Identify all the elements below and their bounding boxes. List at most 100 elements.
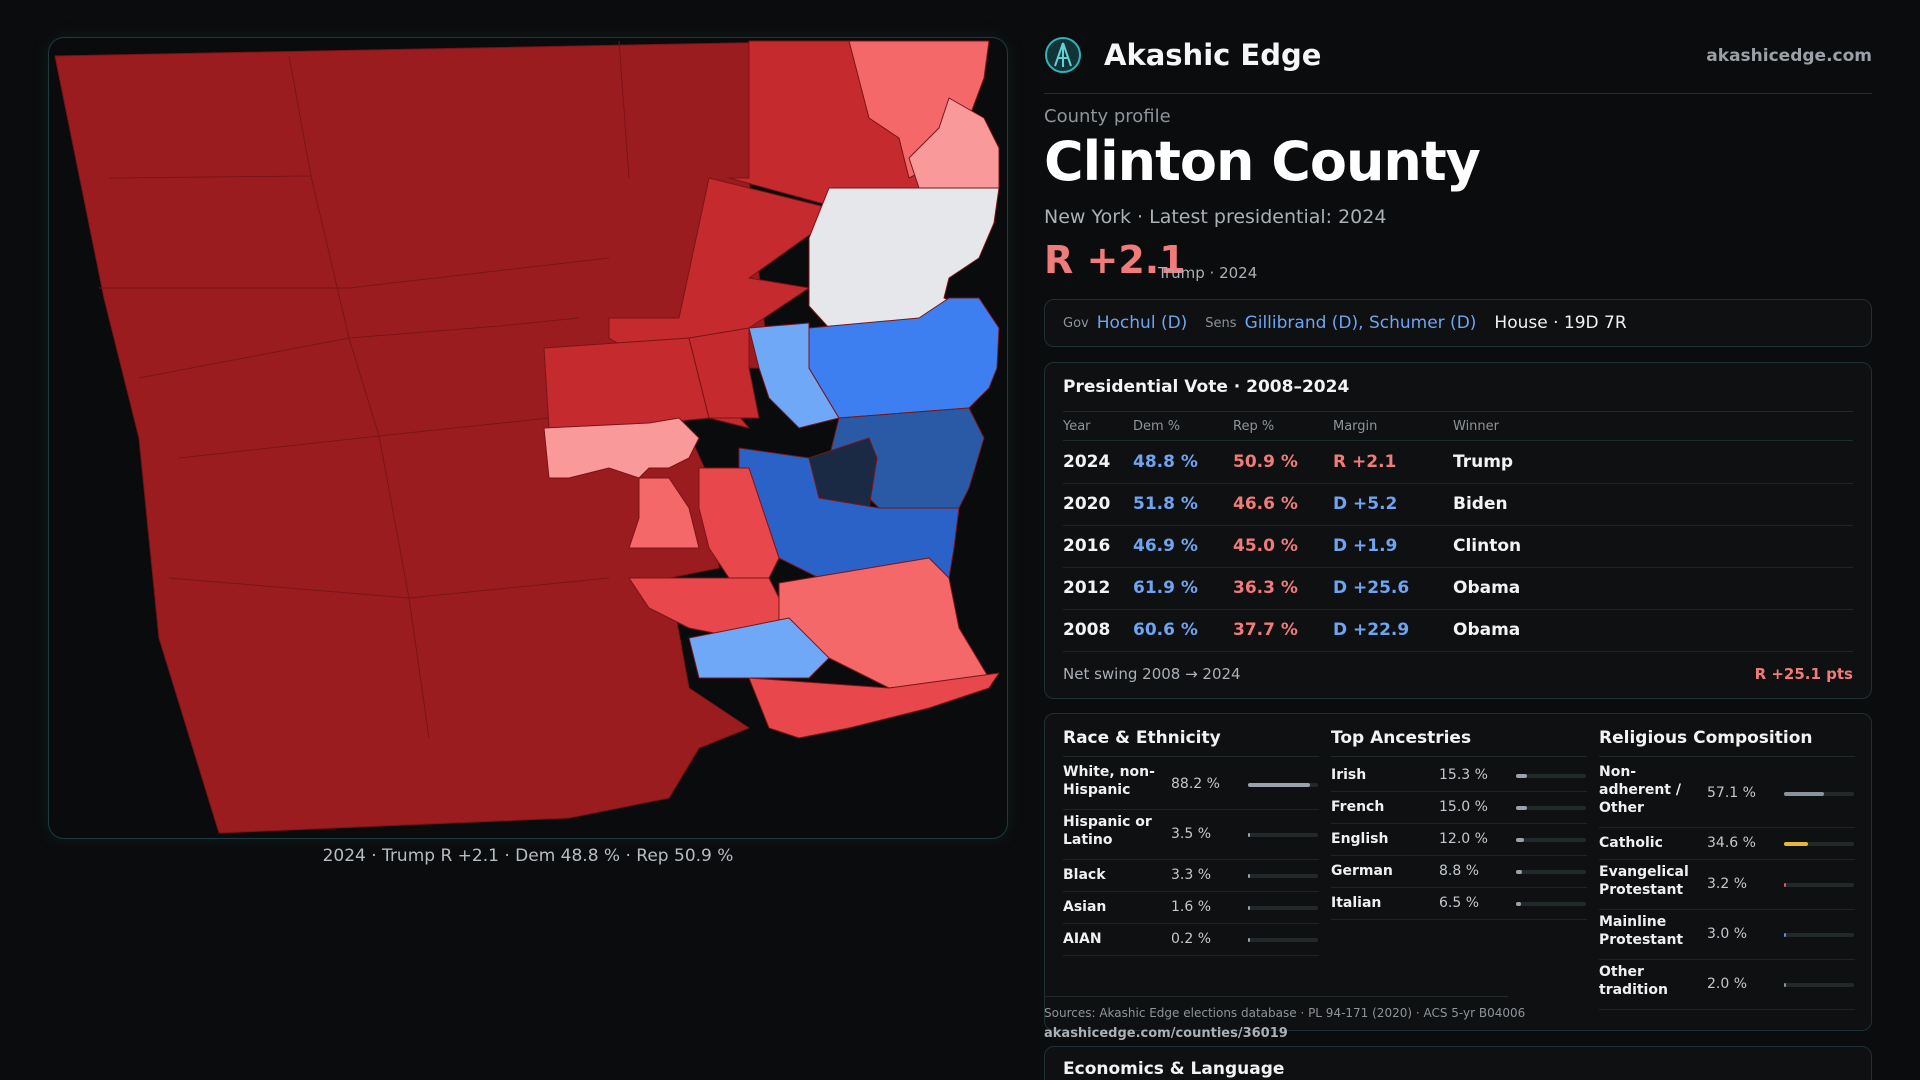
demographic-label: Evangelical Protestant xyxy=(1599,864,1689,898)
town-center-pale[interactable] xyxy=(628,477,700,549)
vote-margin: D +1.9 xyxy=(1333,536,1398,556)
demographic-label: White, non-Hispanic xyxy=(1063,764,1155,798)
town-center-mid[interactable] xyxy=(543,337,710,429)
gov-value[interactable]: Hochul (D) xyxy=(1096,313,1188,333)
demographic-label: German xyxy=(1331,863,1393,879)
divider xyxy=(1063,756,1319,757)
divider xyxy=(1331,756,1587,757)
demographic-label: Catholic xyxy=(1599,835,1663,851)
sens-value[interactable]: Gillibrand (D), Schumer (D) xyxy=(1244,313,1477,333)
town-center-mid2[interactable] xyxy=(688,327,760,419)
demographic-pct: 3.3 % xyxy=(1171,867,1212,883)
demographic-bar-track xyxy=(1516,838,1586,842)
vote-rep-pct: 36.3 % xyxy=(1233,578,1298,598)
demographic-pct: 57.1 % xyxy=(1707,785,1756,801)
vote-table-row[interactable]: 2012 61.9 % 36.3 % D +25.6 Obama xyxy=(1063,568,1853,610)
divider xyxy=(1599,756,1855,757)
demographic-pct: 2.0 % xyxy=(1707,976,1748,992)
demographic-row: Other tradition 2.0 % xyxy=(1599,960,1855,1010)
demographic-row: Mainline Protestant 3.0 % xyxy=(1599,910,1855,960)
demographic-bar-fill xyxy=(1248,833,1251,837)
akashic-logo-icon[interactable] xyxy=(1044,36,1082,74)
vote-table-row[interactable]: 2024 48.8 % 50.9 % R +2.1 Trump xyxy=(1063,442,1853,484)
demographic-row: Italian 6.5 % xyxy=(1331,888,1587,920)
vote-winner: Trump xyxy=(1453,452,1514,472)
vote-year: 2016 xyxy=(1063,536,1111,556)
page-eyebrow: County profile xyxy=(1044,106,1171,127)
demographic-pct: 6.5 % xyxy=(1439,895,1480,911)
demographic-row: AIAN 0.2 % xyxy=(1063,924,1319,956)
brand-url-link[interactable]: akashicedge.com xyxy=(1706,46,1872,66)
brand-name[interactable]: Akashic Edge xyxy=(1104,38,1322,72)
vote-margin: R +2.1 xyxy=(1333,452,1397,472)
county-panel: Akashic Edge akashicedge.com County prof… xyxy=(1044,0,1872,1080)
vote-dem-pct: 51.8 % xyxy=(1133,494,1198,514)
demographic-pct: 8.8 % xyxy=(1439,863,1480,879)
demographic-label: AIAN xyxy=(1063,931,1102,947)
demographic-pct: 15.0 % xyxy=(1439,799,1488,815)
vote-winner: Obama xyxy=(1453,620,1521,640)
demographic-bar-track xyxy=(1248,938,1318,942)
economics-title: Economics & Language xyxy=(1063,1059,1285,1079)
ancestry-title: Top Ancestries xyxy=(1331,728,1472,748)
demographic-bar-fill xyxy=(1784,983,1787,987)
demographic-label: Hispanic or Latino xyxy=(1063,814,1152,848)
vote-margin: D +5.2 xyxy=(1333,494,1398,514)
county-map-svg[interactable] xyxy=(49,38,1008,839)
sens-label: Sens xyxy=(1205,315,1237,331)
demographic-pct: 3.5 % xyxy=(1171,826,1212,842)
demographic-row: English 12.0 % xyxy=(1331,824,1587,856)
demographic-row: Evangelical Protestant 3.2 % xyxy=(1599,860,1855,910)
town-west-base[interactable] xyxy=(54,40,840,834)
demographic-row: Hispanic or Latino 3.5 % xyxy=(1063,810,1319,860)
demographic-bar-fill xyxy=(1784,883,1787,887)
net-swing-value: R +25.1 pts xyxy=(1754,665,1853,683)
demographic-bar-track xyxy=(1784,842,1854,846)
demographic-bar-track xyxy=(1784,983,1854,987)
col-header-rep: Rep % xyxy=(1233,419,1275,434)
demographic-bar-fill xyxy=(1516,870,1523,874)
vote-card-title: Presidential Vote · 2008–2024 xyxy=(1063,377,1350,397)
demographic-pct: 34.6 % xyxy=(1707,835,1756,851)
headline-margin: R +2.1 xyxy=(1044,238,1186,282)
demographics-card: Race & Ethnicity White, non-Hispanic 88.2… xyxy=(1044,713,1872,1031)
vote-rep-pct: 46.6 % xyxy=(1233,494,1298,514)
demographic-row: Irish 15.3 % xyxy=(1331,760,1587,792)
demographic-bar-track xyxy=(1516,806,1586,810)
town-center-pink[interactable] xyxy=(543,417,700,479)
vote-winner: Clinton xyxy=(1453,536,1522,556)
col-header-margin: Margin xyxy=(1333,419,1378,434)
race-title: Race & Ethnicity xyxy=(1063,728,1221,748)
demographic-label: Italian xyxy=(1331,895,1382,911)
demographic-bar-fill xyxy=(1516,774,1527,778)
page-title: Clinton County xyxy=(1044,130,1481,193)
sources-text: Sources: Akashic Edge elections database… xyxy=(1044,1006,1526,1020)
demographic-bar-fill xyxy=(1516,902,1521,906)
vote-margin: D +22.9 xyxy=(1333,620,1410,640)
town-south-dem[interactable] xyxy=(688,617,830,679)
brand-header: Akashic Edge akashicedge.com xyxy=(1044,32,1872,94)
town-dem-mid[interactable] xyxy=(808,297,1000,419)
sources-url-link[interactable]: akashicedge.com/counties/36019 xyxy=(1044,1026,1288,1041)
col-header-dem: Dem % xyxy=(1133,419,1181,434)
demographic-bar-fill xyxy=(1248,906,1251,910)
vote-table-row[interactable]: 2016 46.9 % 45.0 % D +1.9 Clinton xyxy=(1063,526,1853,568)
demographic-bar-track xyxy=(1248,874,1318,878)
demographic-pct: 0.2 % xyxy=(1171,931,1212,947)
demographic-label: Mainline Protestant xyxy=(1599,914,1684,948)
county-map[interactable] xyxy=(48,37,1008,839)
col-header-year: Year xyxy=(1063,419,1091,434)
town-south-light2[interactable] xyxy=(748,672,1000,739)
vote-table-row[interactable]: 2020 51.8 % 46.6 % D +5.2 Biden xyxy=(1063,484,1853,526)
vote-dem-pct: 48.8 % xyxy=(1133,452,1198,472)
demographic-row: Black 3.3 % xyxy=(1063,860,1319,892)
demographic-bar-track xyxy=(1516,774,1586,778)
town-nw-line xyxy=(99,40,630,739)
demographic-pct: 88.2 % xyxy=(1171,776,1220,792)
demographic-bar-fill xyxy=(1784,842,1809,846)
vote-table-row[interactable]: 2008 60.6 % 37.7 % D +22.9 Obama xyxy=(1063,610,1853,652)
headline-margin-note: Trump · 2024 xyxy=(1158,264,1258,282)
demographic-bar-fill xyxy=(1784,933,1787,937)
economics-card[interactable]: Economics & Language xyxy=(1044,1046,1872,1080)
demographic-row: Non-adherent / Other 57.1 % xyxy=(1599,760,1855,828)
